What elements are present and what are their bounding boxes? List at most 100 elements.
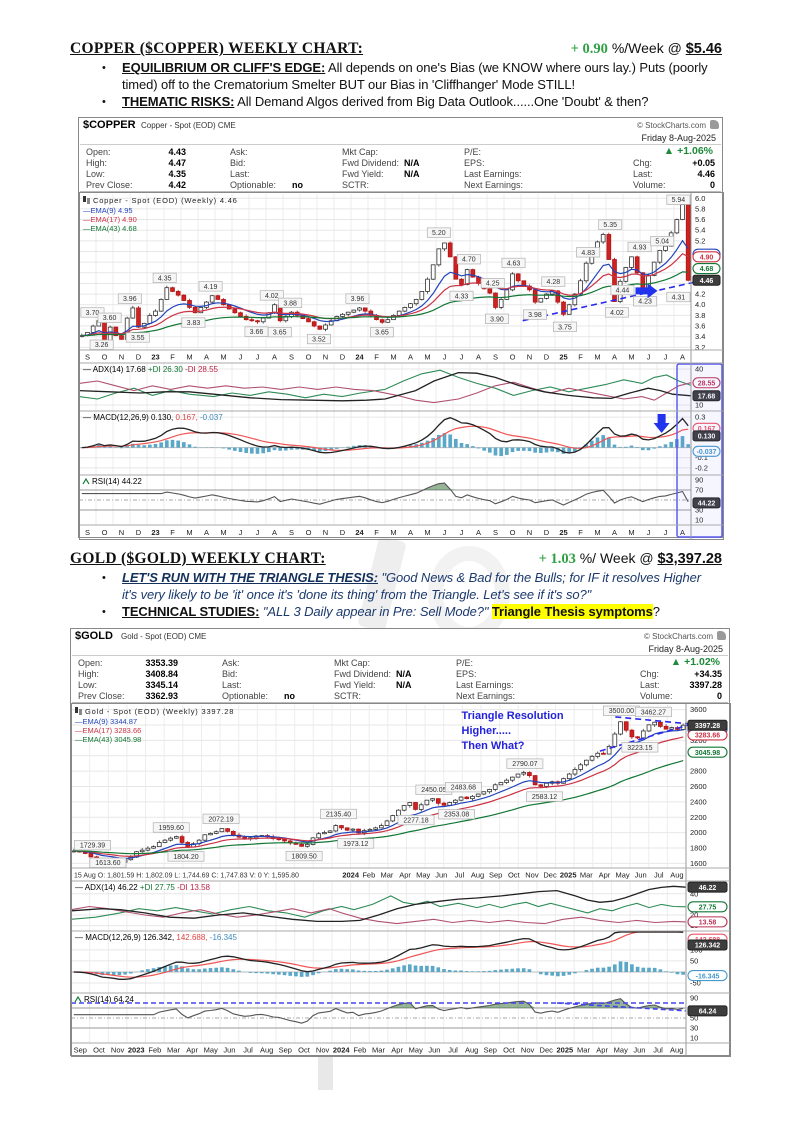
svg-text:Apr: Apr — [599, 871, 611, 880]
svg-text:—EMA(9) 3344.87: —EMA(9) 3344.87 — [75, 717, 137, 726]
candlesticks — [71, 720, 686, 864]
info-label: Open: — [86, 147, 111, 157]
svg-text:A: A — [680, 353, 685, 362]
svg-text:Nov: Nov — [521, 1046, 535, 1055]
svg-text:2800: 2800 — [690, 767, 707, 776]
svg-text:M: M — [628, 528, 634, 537]
svg-text:Feb: Feb — [148, 1046, 161, 1055]
svg-text:1959.60: 1959.60 — [159, 825, 184, 832]
svg-text:J: J — [647, 353, 651, 362]
svg-text:M: M — [390, 528, 396, 537]
svg-text:4.35: 4.35 — [158, 275, 172, 282]
gold-weekly-change: + 1.03 — [538, 551, 576, 567]
svg-text:1729.39: 1729.39 — [80, 843, 105, 850]
info-value: 4.35 — [168, 169, 186, 179]
info-label: SCTR: — [342, 180, 369, 190]
svg-text:A: A — [204, 353, 209, 362]
svg-text:Sep: Sep — [489, 871, 502, 880]
info-value: no — [292, 180, 303, 190]
svg-text:Mar: Mar — [167, 1046, 180, 1055]
svg-text:F: F — [374, 353, 379, 362]
svg-text:J: J — [256, 353, 260, 362]
info-label: EPS: — [456, 669, 477, 679]
svg-text:3.83: 3.83 — [187, 320, 201, 327]
svg-text:5.6: 5.6 — [695, 215, 705, 224]
percent-change-badge: ▲ +1.02% — [670, 656, 720, 668]
copper-plot: 3.703.263.603.963.554.353.834.193.664.02… — [79, 192, 724, 540]
svg-text:1613.60: 1613.60 — [95, 860, 120, 867]
svg-text:Feb: Feb — [362, 871, 375, 880]
info-label: SCTR: — [334, 691, 361, 701]
copper-bullet-2: • THEMATIC RISKS: All Demand Algos deriv… — [102, 94, 649, 109]
gold-page-title: GOLD ($GOLD) WEEKLY CHART: — [70, 550, 326, 567]
svg-text:Apr: Apr — [186, 1046, 198, 1055]
svg-text:Apr: Apr — [391, 1046, 403, 1055]
svg-text:F: F — [578, 528, 583, 537]
info-value: N/A — [396, 669, 412, 679]
info-label: Low: — [78, 680, 98, 690]
svg-text:4.31: 4.31 — [672, 294, 686, 301]
svg-text:S: S — [289, 353, 294, 362]
svg-text:Triangle Resolution: Triangle Resolution — [462, 710, 564, 722]
svg-text:Oct: Oct — [503, 1046, 516, 1055]
svg-text:20: 20 — [690, 911, 698, 920]
svg-text:24: 24 — [355, 353, 364, 362]
svg-text:3.6: 3.6 — [695, 322, 705, 331]
svg-text:May: May — [416, 871, 430, 880]
svg-text:A: A — [476, 353, 481, 362]
info-label: Open: — [78, 658, 103, 668]
rsi-icon — [82, 477, 90, 485]
info-value: no — [284, 691, 295, 701]
svg-text:Oct: Oct — [93, 1046, 106, 1055]
svg-text:Aug: Aug — [471, 871, 484, 880]
svg-text:3.2: 3.2 — [695, 343, 705, 352]
info-label: Prev Close: — [86, 180, 133, 190]
svg-text:4.0: 4.0 — [695, 300, 705, 309]
svg-text:Apr: Apr — [399, 871, 411, 880]
info-label: Next Earnings: — [456, 691, 516, 701]
svg-text:Apr: Apr — [596, 1046, 608, 1055]
svg-text:Oct: Oct — [508, 871, 521, 880]
quote-info-panel: Open: 4.43 High: 4.47 Low: 4.35 Prev Close: 4.4… — [80, 144, 721, 192]
info-label: Last Earnings: — [464, 169, 522, 179]
info-value: +0.05 — [692, 158, 715, 168]
svg-text:O: O — [306, 353, 312, 362]
svg-text:70: 70 — [695, 486, 703, 495]
blue-right-arrow-icon — [635, 283, 658, 299]
info-value: 3397.28 — [689, 680, 722, 690]
svg-text:N: N — [119, 353, 124, 362]
svg-text:50: 50 — [690, 956, 698, 965]
svg-text:M: M — [628, 353, 634, 362]
svg-text:Jul: Jul — [448, 1046, 458, 1055]
rsi-icon — [74, 995, 82, 1003]
svg-text:J: J — [460, 528, 464, 537]
svg-text:3.26: 3.26 — [95, 342, 109, 349]
svg-text:10: 10 — [695, 401, 703, 410]
svg-text:O: O — [510, 353, 516, 362]
svg-text:A: A — [680, 528, 685, 537]
info-label: Ask: — [222, 658, 240, 668]
svg-text:2277.18: 2277.18 — [403, 818, 428, 825]
svg-text:Aug: Aug — [260, 1046, 273, 1055]
svg-text:—EMA(43) 3045.98: —EMA(43) 3045.98 — [75, 735, 141, 744]
svg-text:3045.98: 3045.98 — [695, 750, 720, 757]
svg-text:90: 90 — [690, 994, 698, 1003]
svg-text:40: 40 — [690, 889, 698, 898]
svg-text:4.63: 4.63 — [507, 260, 521, 267]
svg-text:2483.68: 2483.68 — [451, 785, 476, 792]
info-label: Bid: — [230, 158, 246, 168]
svg-text:3.66: 3.66 — [250, 329, 264, 336]
info-label: P/E: — [456, 658, 474, 668]
bullet-icon: • — [102, 96, 106, 108]
chart-title: Copper - Spot (EOD) CME — [141, 121, 236, 130]
svg-text:Sep: Sep — [74, 1046, 87, 1055]
svg-text:3.96: 3.96 — [351, 296, 365, 303]
svg-text:3397.28: 3397.28 — [695, 723, 720, 730]
svg-text:M: M — [186, 353, 192, 362]
svg-text:4.02: 4.02 — [265, 293, 279, 300]
svg-text:Nov: Nov — [316, 1046, 330, 1055]
info-label: Optionable: — [222, 691, 269, 701]
svg-text:15 Aug O: 1,801.59 H: 1,802.0: 15 Aug O: 1,801.59 H: 1,802.09 L: 1,744.… — [74, 873, 299, 880]
svg-text:5.8: 5.8 — [695, 204, 705, 213]
